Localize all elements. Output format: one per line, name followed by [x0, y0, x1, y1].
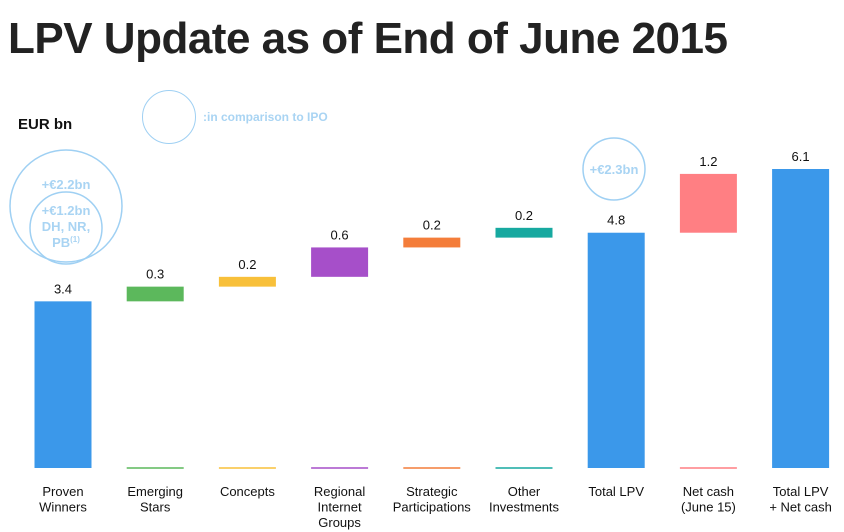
category-label: + Net cash [769, 500, 832, 515]
data-label: 1.2 [699, 154, 717, 169]
bar [772, 169, 830, 468]
bar [126, 286, 184, 302]
category-label: Internet [318, 500, 362, 515]
bar [587, 232, 645, 468]
annotation-circle-total [582, 137, 646, 201]
annotation-text: +€2.2bn [42, 177, 91, 192]
category-label: Emerging [127, 484, 183, 499]
data-label: 0.2 [238, 257, 256, 272]
category-label: Net cash [683, 484, 734, 499]
annotation-circle-inner [29, 191, 103, 265]
bar [218, 276, 276, 287]
bar [679, 173, 737, 233]
category-label: Investments [489, 500, 560, 515]
legend-circle-icon [142, 90, 196, 144]
bar [311, 247, 369, 277]
data-label: 4.8 [607, 213, 625, 228]
category-label: Strategic [406, 484, 458, 499]
bar [403, 237, 461, 248]
category-label: Total LPV [773, 484, 829, 499]
annotation-text: +€2.3bn [590, 162, 639, 177]
annotation-text: +€1.2bn [42, 203, 91, 218]
annotation-text: DH, NR, [42, 219, 90, 234]
page-title: LPV Update as of End of June 2015 [8, 14, 728, 63]
category-label: Participations [393, 500, 472, 515]
category-label: Stars [140, 500, 171, 515]
footnote-superscript: (1) [70, 235, 80, 244]
data-label: 0.2 [515, 208, 533, 223]
annotation-circle-outer [9, 149, 123, 263]
bar [495, 227, 553, 238]
legend-note: :in comparison to IPO [203, 110, 328, 124]
category-label: Concepts [220, 484, 275, 499]
data-label: 6.1 [792, 149, 810, 164]
annotation-text: PB(1) [52, 235, 80, 250]
unit-label: EUR bn [18, 116, 73, 133]
category-label: Total LPV [588, 484, 644, 499]
category-label: Regional [314, 484, 365, 499]
category-label: Proven [42, 484, 83, 499]
category-label: Other [508, 484, 541, 499]
data-label: 0.3 [146, 267, 164, 282]
data-label: 3.4 [54, 281, 72, 296]
category-label: (June 15) [681, 500, 736, 515]
category-label: Winners [39, 500, 87, 515]
bar [34, 301, 92, 468]
data-label: 0.6 [331, 227, 349, 242]
category-label: Groups [318, 515, 361, 530]
data-label: 0.2 [423, 218, 441, 233]
